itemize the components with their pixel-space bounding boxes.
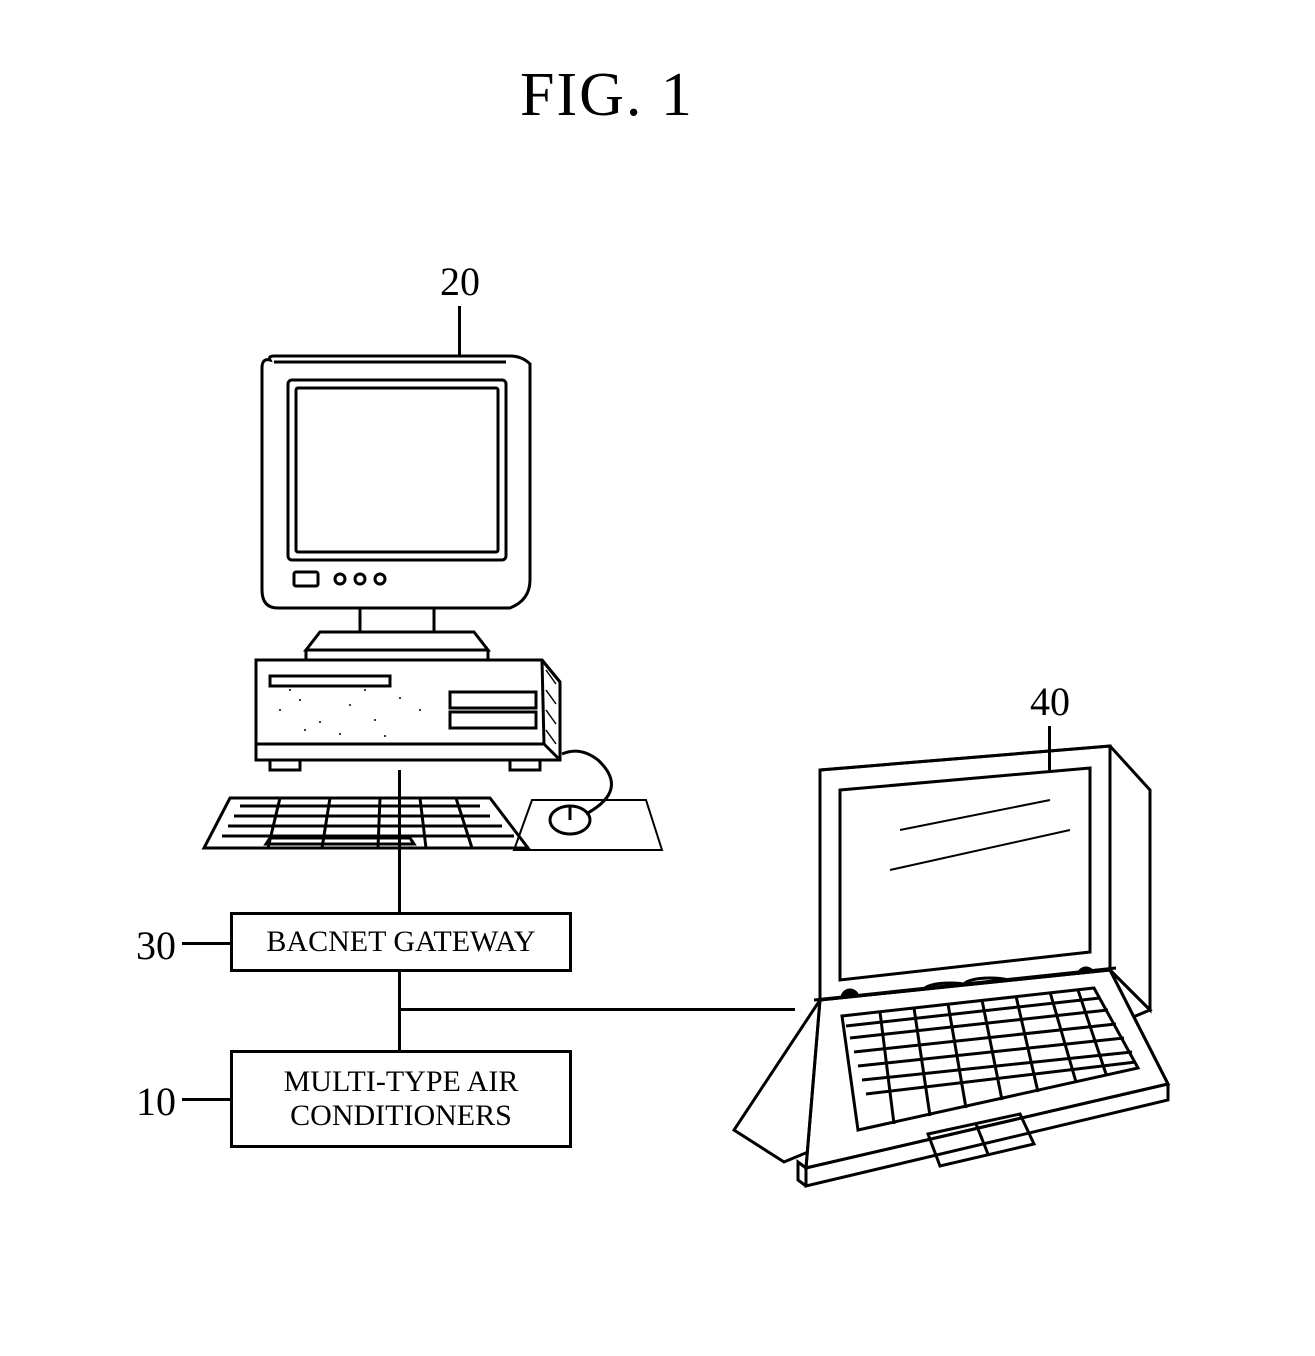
multi-ac-label-line2: CONDITIONERS — [290, 1099, 512, 1134]
wire-gateway-to-laptop-end — [792, 1008, 795, 1011]
wire-gateway-to-laptop-h — [398, 1008, 794, 1011]
ref-label-20: 20 — [440, 258, 480, 305]
wire-desktop-to-gateway — [398, 770, 401, 912]
multi-ac-node: MULTI-TYPE AIR CONDITIONERS — [230, 1050, 572, 1148]
figure-title: FIG. 1 — [520, 60, 694, 131]
leader-30 — [182, 942, 230, 945]
ref-label-10: 10 — [136, 1078, 176, 1125]
desktop-computer-icon — [210, 350, 680, 890]
figure-canvas: FIG. 1 20 40 30 10 — [0, 0, 1315, 1356]
laptop-icon — [690, 700, 1190, 1200]
bacnet-gateway-node: BACNET GATEWAY — [230, 912, 572, 972]
bacnet-gateway-label: BACNET GATEWAY — [266, 925, 535, 960]
ref-label-30: 30 — [136, 922, 176, 969]
multi-ac-label-line1: MULTI-TYPE AIR — [284, 1065, 519, 1100]
leader-10 — [182, 1098, 230, 1101]
wire-gateway-to-ac — [398, 972, 401, 1050]
leader-20 — [458, 306, 461, 356]
